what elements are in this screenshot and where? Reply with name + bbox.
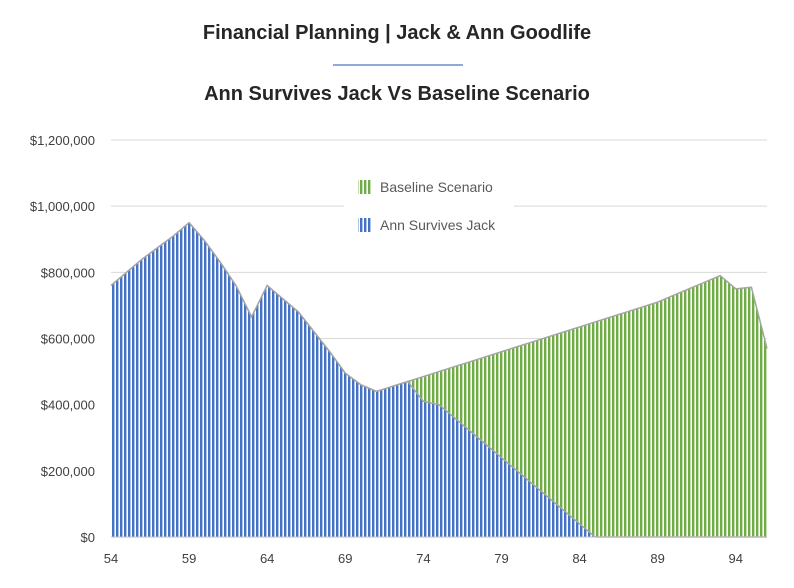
y-tick-label: $1,200,000: [30, 133, 95, 148]
x-tick-label: 59: [182, 551, 196, 566]
y-tick-label: $800,000: [41, 265, 95, 280]
series-area-ann-survives: [111, 222, 767, 538]
x-tick-label: 74: [416, 551, 430, 566]
chart-title: Financial Planning | Jack & Ann Goodlife: [202, 22, 592, 44]
y-tick-label: $1,000,000: [30, 199, 95, 214]
legend-label-ann-survives: Ann Survives Jack: [380, 217, 496, 233]
x-tick-label: 79: [494, 551, 508, 566]
title-divider: [333, 64, 463, 66]
legend-label-baseline: Baseline Scenario: [380, 179, 493, 195]
x-tick-label: 64: [260, 551, 274, 566]
x-tick-label: 54: [104, 551, 118, 566]
y-tick-label: $400,000: [41, 398, 95, 413]
x-tick-label: 69: [338, 551, 352, 566]
legend-swatch-baseline: [358, 180, 372, 194]
y-tick-label: $0: [81, 530, 95, 545]
y-tick-label: $600,000: [41, 332, 95, 347]
chart-subtitle: Ann Survives Jack Vs Baseline Scenario: [204, 83, 590, 105]
legend-swatch-ann-survives: [358, 218, 372, 232]
x-tick-label: 94: [729, 551, 743, 566]
x-tick-label: 89: [650, 551, 664, 566]
y-tick-label: $200,000: [41, 464, 95, 479]
legend-box: [344, 168, 514, 243]
x-tick-label: 84: [572, 551, 586, 566]
